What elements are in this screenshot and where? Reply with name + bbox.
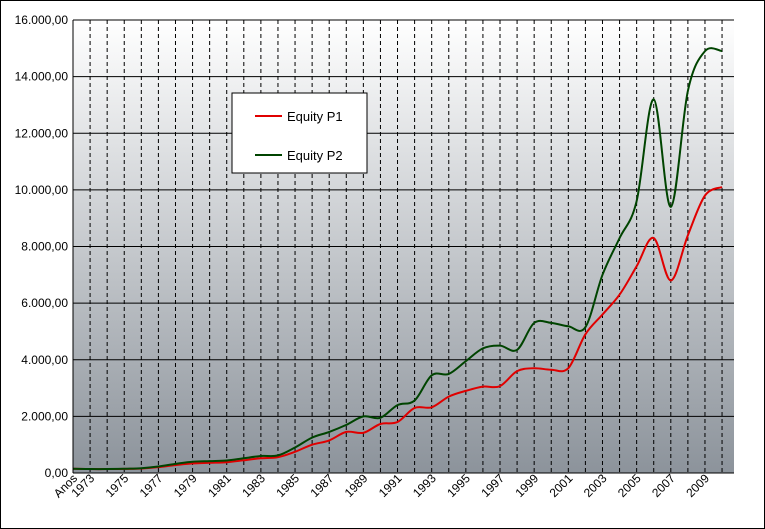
series-line-equity-p2 xyxy=(72,47,723,471)
y-tick-label: 0,00 xyxy=(45,466,69,480)
series-lines xyxy=(72,47,723,471)
y-tick-label: 16.000,00 xyxy=(15,13,69,27)
horizontal-gridlines xyxy=(73,19,734,417)
y-axis-tick-labels: 0,00 2.000,00 4.000,00 6.000,00 8.000,00 10.0… xyxy=(15,13,69,480)
y-tick-label: 14.000,00 xyxy=(15,70,69,84)
y-tick-label: 10.000,00 xyxy=(15,183,69,197)
y-tick-label: 8.000,00 xyxy=(21,240,68,254)
legend-label-p1: Equity P1 xyxy=(287,109,343,124)
legend-label-p2: Equity P2 xyxy=(287,148,343,163)
series-line-equity-p1 xyxy=(72,186,723,471)
y-tick-label: 6.000,00 xyxy=(21,296,68,310)
legend: Equity P1 Equity P2 xyxy=(231,92,368,174)
y-tick-label: 4.000,00 xyxy=(21,353,68,367)
y-tick-label: 2.000,00 xyxy=(21,409,68,423)
legend-box xyxy=(231,92,368,174)
y-tick-label: 12.000,00 xyxy=(15,126,69,140)
